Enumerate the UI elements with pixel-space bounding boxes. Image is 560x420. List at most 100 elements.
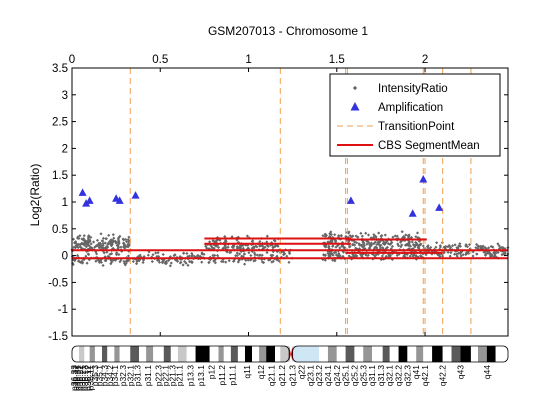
ideogram-band (237, 346, 245, 362)
intensity-ratio-point (104, 237, 108, 241)
intensity-ratio-point (107, 233, 111, 237)
intensity-ratio-point (215, 253, 220, 257)
intensity-ratio-point (116, 244, 120, 248)
intensity-ratio-point (92, 240, 96, 244)
ideogram-band (470, 346, 478, 362)
chromosome-ideogram (71, 345, 509, 363)
ideogram-band (119, 346, 131, 362)
ideogram-band (477, 346, 487, 362)
band-label: p35.3 (90, 365, 100, 387)
ideogram-band (163, 346, 171, 362)
intensity-ratio-point (245, 234, 249, 238)
intensity-ratio-point (101, 236, 105, 240)
band-label: p34.2 (105, 365, 115, 387)
ideogram-band (345, 346, 355, 362)
intensity-ratio-point (117, 252, 121, 257)
ideogram-band (336, 346, 346, 362)
ideogram-band (486, 346, 496, 362)
intensity-ratio-point (333, 259, 337, 263)
amplification-marker (78, 188, 87, 196)
intensity-ratio-point (117, 241, 121, 245)
band-label: q32.1 (385, 365, 395, 387)
intensity-ratio-point (101, 241, 105, 246)
intensity-ratio-point (112, 236, 116, 240)
intensity-ratio-point (121, 241, 126, 245)
intensity-ratio-point (151, 253, 155, 257)
band-label: q32.2 (394, 365, 404, 387)
ideogram-band (170, 346, 178, 362)
ideogram-band (423, 346, 433, 362)
band-labels: p36.33p36.32p36.31p36.22p36.21p36.13p36.… (69, 365, 492, 391)
ideogram-band (266, 346, 275, 362)
band-label: q25.1 (341, 365, 351, 387)
intensity-ratio-point (202, 252, 206, 256)
intensity-ratio-point (95, 238, 99, 242)
intensity-ratio-point (209, 244, 213, 248)
ideogram-band (153, 346, 164, 362)
band-label: p22.1 (161, 365, 171, 387)
y-tick-label: 1.5 (52, 170, 68, 182)
amplification-marker (435, 203, 444, 211)
ideogram-band (363, 346, 373, 362)
intensity-ratio-point (84, 245, 88, 249)
y-tick-label: -0.5 (48, 277, 68, 289)
intensity-ratio-point (228, 250, 232, 255)
band-label: p31.3 (132, 365, 142, 387)
intensity-ratio-point (86, 239, 90, 243)
ideogram-band (372, 346, 383, 362)
legend-marker-amplification (350, 102, 360, 111)
band-label: p34.1 (110, 365, 120, 387)
band-label: p36.12 (83, 365, 93, 391)
y-tick-label: 0.5 (52, 224, 68, 236)
intensity-ratio-point (78, 245, 82, 249)
band-label: q21.3 (288, 365, 298, 387)
intensity-ratio-point (97, 246, 101, 250)
centromere-left (289, 346, 291, 362)
ideogram-band (223, 346, 231, 362)
band-label: q11 (242, 365, 252, 379)
intensity-ratio-point (231, 246, 235, 250)
intensity-ratio-point (387, 254, 392, 258)
intensity-ratio-point (156, 251, 160, 255)
intensity-ratio-point (260, 260, 264, 264)
band-label: q21.2 (277, 365, 287, 387)
band-label: p36.11 (86, 365, 96, 391)
band-label: p32.3 (118, 365, 128, 387)
band-label: p36.21 (78, 365, 88, 391)
intensity-ratio-point (82, 238, 86, 242)
legend-label: CBS SegmentMean (378, 140, 480, 152)
band-label: q25.2 (349, 365, 359, 387)
band-label: p34.3 (100, 365, 110, 387)
amplification-marker (115, 196, 124, 204)
ideogram-band (432, 346, 443, 362)
y-tick-label: -1.5 (48, 331, 68, 343)
intensity-ratio-point (185, 251, 189, 255)
intensity-ratio-point (80, 241, 84, 245)
intensity-ratio-point (95, 252, 99, 256)
band-label: q24.1 (323, 365, 333, 387)
intensity-ratio-point (111, 238, 115, 242)
intensity-ratio-point (331, 258, 335, 262)
intensity-ratio-point (87, 234, 91, 238)
band-label: q12 (256, 365, 266, 379)
ideogram-band (354, 346, 364, 362)
intensity-ratio-point (126, 254, 131, 258)
intensity-ratio-point (182, 251, 186, 255)
centromere-right (290, 346, 293, 362)
legend-label: TransitionPoint (378, 121, 455, 133)
ideogram-band (195, 346, 210, 362)
ideogram-band (89, 346, 95, 362)
intensity-ratio-point (173, 253, 177, 257)
intensity-ratio-point (271, 259, 275, 263)
x-tick-label: 0 (69, 54, 75, 66)
intensity-ratio-point (122, 244, 126, 248)
intensity-ratio-point (105, 245, 109, 249)
amplification-marker (85, 196, 94, 204)
ideogram-band (94, 346, 103, 362)
intensity-ratio-point (125, 240, 129, 244)
intensity-ratio-point (111, 233, 115, 237)
band-label: p21.1 (175, 365, 185, 387)
ideogram-band (274, 346, 281, 362)
intensity-ratio-point (76, 235, 80, 239)
